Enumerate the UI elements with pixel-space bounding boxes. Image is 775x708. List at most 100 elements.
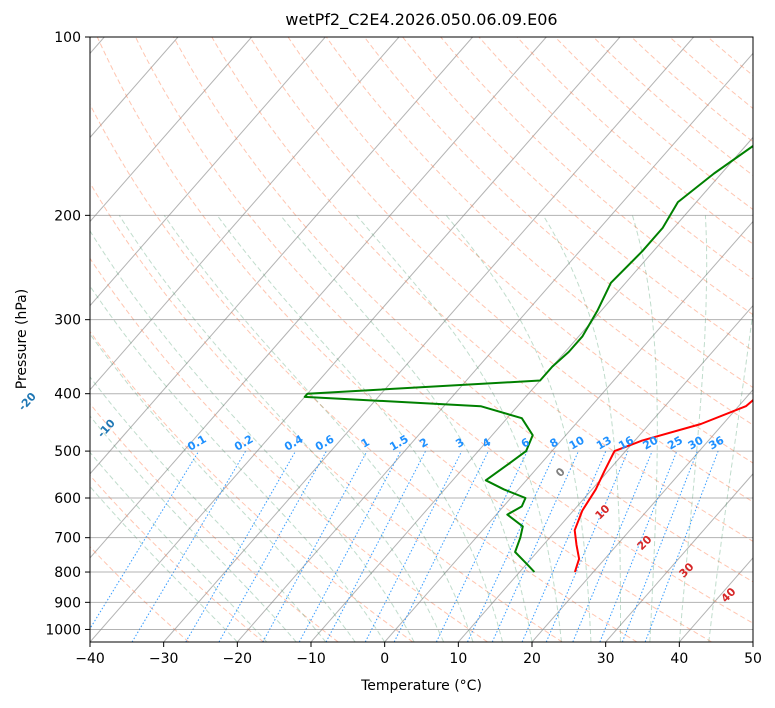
y-tick-label: 1000 bbox=[45, 622, 81, 638]
plot-frame bbox=[89, 36, 754, 643]
y-tick-label: 100 bbox=[54, 30, 81, 46]
mixing-ratio-label: 36 bbox=[707, 433, 727, 452]
x-tick-label: 0 bbox=[380, 651, 389, 667]
profiles bbox=[303, 144, 753, 573]
mixing-ratio-label: 1.5 bbox=[387, 433, 410, 454]
x-axis-label: Temperature (°C) bbox=[361, 678, 482, 694]
dry-adiabat-line bbox=[631, 37, 753, 143]
moist-adiabat-line bbox=[356, 214, 562, 642]
grid-lines bbox=[90, 37, 753, 630]
dry-adiabat-line bbox=[90, 103, 638, 642]
x-tick-label: 30 bbox=[597, 651, 615, 667]
moist-adiabat-line bbox=[90, 451, 268, 642]
mixing-ratio-label: 4 bbox=[480, 435, 493, 450]
mixing-ratio-label: 0.2 bbox=[232, 433, 255, 454]
isotherm-line bbox=[90, 37, 253, 223]
mixing-ratio-line bbox=[599, 450, 678, 642]
isotherm-line bbox=[0, 37, 31, 642]
isotherm-line bbox=[384, 220, 753, 642]
mixing-ratio-label: 10 bbox=[567, 433, 587, 452]
y-tick-label: 500 bbox=[54, 444, 81, 460]
isotherm-line bbox=[90, 37, 621, 642]
mixing-ratio-line bbox=[491, 450, 579, 642]
dry-adiabat-line bbox=[287, 37, 753, 464]
isotherm-line bbox=[90, 37, 105, 55]
x-tick-label: −40 bbox=[75, 651, 105, 667]
mixing-ratio-label: 2 bbox=[417, 436, 430, 451]
mixing-ratio-line bbox=[435, 450, 528, 642]
mixing-ratio-line bbox=[572, 450, 653, 642]
moist-adiabat-label: 30 bbox=[677, 560, 697, 580]
x-tick-label: 50 bbox=[744, 651, 762, 667]
dry-adiabat-line bbox=[593, 37, 753, 177]
isotherm-line bbox=[236, 52, 753, 642]
y-tick-label: 600 bbox=[54, 491, 81, 507]
mixing-ratio-label: 3 bbox=[453, 436, 466, 451]
dry-adiabat-line bbox=[554, 37, 753, 211]
dry-adiabat-line bbox=[135, 37, 753, 624]
y-tick-label: 200 bbox=[54, 208, 81, 224]
y-tick-label: 800 bbox=[54, 565, 81, 581]
dry-adiabat-line bbox=[90, 182, 563, 642]
mixing-ratio-line bbox=[262, 450, 368, 642]
dry-adiabat-line bbox=[90, 257, 488, 642]
moist-adiabat-label: 0 bbox=[553, 465, 568, 480]
mixing-ratio-line bbox=[218, 450, 327, 642]
isotherm-line bbox=[90, 37, 179, 139]
dry-adiabat-line bbox=[90, 330, 414, 642]
dry-adiabat-line bbox=[516, 37, 753, 245]
dry-adiabat-line bbox=[478, 37, 753, 280]
x-tick-label: −30 bbox=[149, 651, 179, 667]
moist-adiabat-line bbox=[163, 215, 474, 642]
moist-adiabat-label: 10 bbox=[593, 502, 613, 522]
mixing-ratio-line bbox=[621, 450, 698, 642]
mixing-ratio-label: 0.4 bbox=[282, 432, 306, 453]
x-tick-label: 10 bbox=[449, 651, 467, 667]
isotherm-line bbox=[605, 473, 753, 642]
moist-adiabat-line bbox=[90, 333, 356, 642]
dewpoint-profile bbox=[303, 144, 753, 573]
moist-adiabat-line bbox=[90, 230, 415, 642]
isotherm-line bbox=[90, 37, 474, 475]
mixing-ratio-line bbox=[298, 450, 402, 642]
mixing-ratio-line bbox=[90, 450, 200, 630]
x-tick-label: 40 bbox=[670, 651, 688, 667]
mixing-ratio-label: 30 bbox=[686, 433, 706, 452]
dry-adiabat-label: -20 bbox=[16, 390, 39, 414]
dry-adiabat-line bbox=[440, 37, 753, 316]
isotherm-line bbox=[531, 388, 753, 642]
isotherm-line bbox=[457, 304, 753, 642]
moist-adiabat-line bbox=[678, 215, 708, 642]
moist-adiabat-line bbox=[90, 285, 386, 642]
dry-adiabat-line bbox=[707, 37, 753, 77]
y-tick-label: 700 bbox=[54, 531, 81, 547]
moist-adiabat-line bbox=[280, 214, 533, 642]
background-lines bbox=[0, 37, 753, 642]
y-tick-label: 400 bbox=[54, 387, 81, 403]
y-tick-label: 300 bbox=[54, 313, 81, 329]
moist-adiabat-line bbox=[118, 215, 445, 642]
dry-adiabat-label: -10 bbox=[95, 417, 118, 441]
mixing-ratio-line bbox=[467, 450, 557, 642]
background-labels: 0.10.20.40.611.52346810131620253036-100-… bbox=[16, 390, 739, 605]
dry-adiabat-line bbox=[364, 37, 753, 389]
isotherm-line bbox=[310, 136, 753, 642]
axes: −40 −30 −20 −10 0 10 20 30 40 5010020030040050060… bbox=[45, 30, 762, 667]
mixing-ratio-label: 1 bbox=[359, 436, 372, 451]
dry-adiabat-line bbox=[249, 37, 753, 503]
y-tick-label: 900 bbox=[54, 595, 81, 611]
dry-adiabat-line bbox=[90, 474, 264, 642]
temperature-profile bbox=[573, 398, 753, 573]
isotherm-line bbox=[90, 37, 400, 391]
x-tick-label: −10 bbox=[296, 651, 326, 667]
moist-adiabat-line bbox=[542, 215, 621, 642]
isotherm-line bbox=[90, 37, 547, 559]
dry-adiabat-line bbox=[402, 37, 753, 352]
mixing-ratio-line bbox=[325, 450, 427, 642]
dry-adiabat-line bbox=[325, 37, 753, 426]
dry-adiabat-line bbox=[173, 37, 753, 583]
dry-adiabat-line bbox=[211, 37, 753, 542]
moist-adiabat-line bbox=[708, 307, 753, 642]
x-tick-label: 20 bbox=[523, 651, 541, 667]
isotherm-line bbox=[163, 37, 695, 642]
